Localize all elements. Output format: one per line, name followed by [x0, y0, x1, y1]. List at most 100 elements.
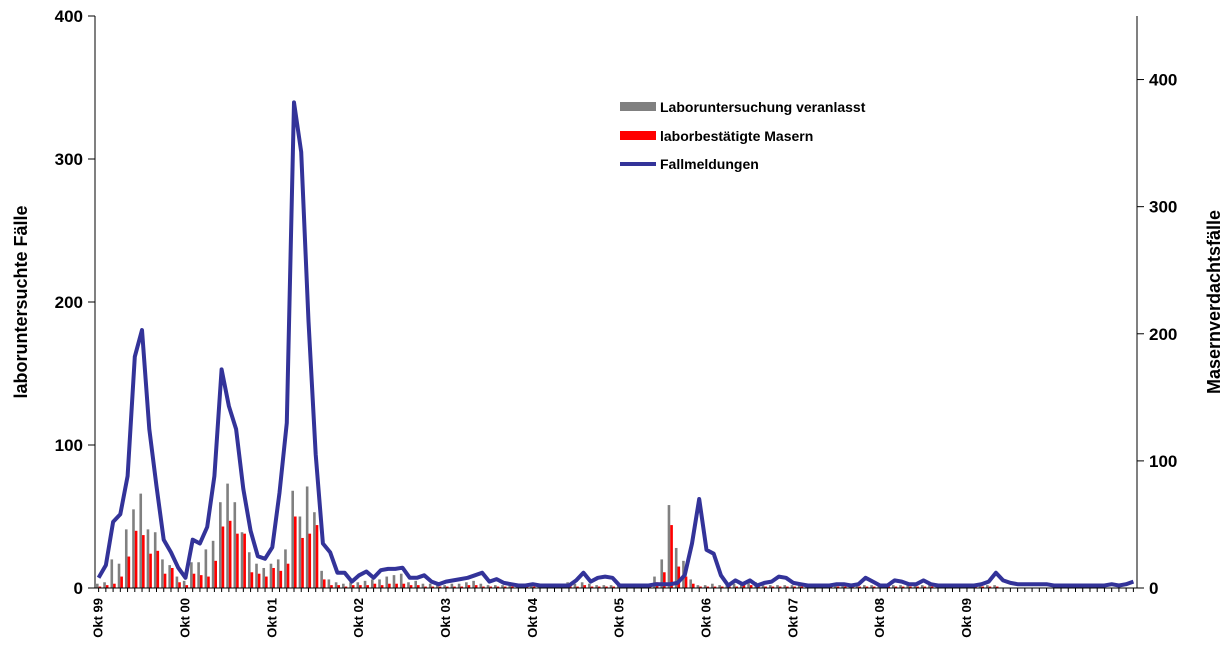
- bar-confirmed: [590, 586, 594, 588]
- bar-lab-tested: [761, 585, 765, 588]
- bar-lab-tested: [609, 585, 613, 588]
- bar-confirmed: [583, 585, 587, 588]
- x-tick-label: Okt 06: [699, 598, 714, 638]
- bar-confirmed: [322, 579, 326, 588]
- bar-confirmed: [388, 583, 391, 588]
- bar-lab-tested: [342, 583, 345, 588]
- bar-lab-tested: [182, 580, 186, 588]
- bar-confirmed: [149, 553, 152, 588]
- left-axis-ticks: 0 100 200 300 400: [55, 7, 95, 598]
- bar-lab-tested: [363, 580, 367, 588]
- bar-lab-tested: [161, 559, 164, 588]
- bar-confirmed: [214, 560, 218, 588]
- x-tick-label: Okt 08: [872, 598, 887, 638]
- bar-lab-tested: [269, 563, 273, 588]
- legend-swatch-lab-tested: [620, 102, 656, 111]
- bar-confirmed: [843, 586, 847, 588]
- legend-label-reports: Fallmeldungen: [660, 156, 759, 172]
- bar-confirmed: [308, 533, 312, 588]
- bar-confirmed: [438, 586, 442, 588]
- bar-lab-tested: [689, 579, 692, 588]
- bar-lab-tested: [313, 512, 316, 588]
- bar-confirmed: [720, 586, 724, 588]
- bar-lab-tested: [993, 585, 996, 588]
- bar-confirmed: [286, 563, 290, 588]
- y2-axis-label: Masernverdachtsfälle: [1204, 210, 1224, 394]
- y-tick-label: 400: [55, 7, 83, 26]
- bar-confirmed: [728, 586, 731, 588]
- bar-confirmed: [872, 586, 876, 588]
- bar-lab-tested: [906, 585, 910, 588]
- bar-lab-tested: [428, 583, 432, 588]
- bar-lab-tested: [602, 585, 606, 588]
- bar-confirmed: [330, 585, 333, 588]
- bar-lab-tested: [407, 582, 410, 588]
- bar-lab-tested: [479, 583, 483, 588]
- bar-confirmed: [923, 586, 927, 588]
- bar-confirmed: [930, 586, 934, 588]
- bar-confirmed: [988, 586, 992, 588]
- bar-confirmed: [351, 585, 355, 588]
- y-tick-label: 100: [55, 436, 83, 455]
- bar-confirmed: [670, 525, 673, 588]
- bar-confirmed: [366, 585, 369, 588]
- bar-confirmed: [279, 570, 283, 588]
- bar-lab-tested: [255, 563, 258, 588]
- x-tick-label: Okt 07: [785, 598, 800, 638]
- bar-confirmed: [887, 586, 890, 588]
- legend-label-confirmed: laborbestätigte Masern: [660, 128, 813, 144]
- y2-tick-label: 0: [1149, 579, 1158, 598]
- bar-lab-tested: [508, 585, 512, 588]
- bar-lab-tested: [863, 585, 866, 588]
- bar-lab-tested: [153, 532, 157, 588]
- bar-lab-tested: [370, 579, 374, 588]
- bar-lab-tested: [696, 585, 700, 588]
- x-tick-label: Okt 02: [351, 598, 366, 638]
- bar-lab-tested: [168, 565, 171, 588]
- bar-lab-tested: [674, 547, 678, 588]
- bar-lab-tested: [465, 582, 468, 588]
- bar-lab-tested: [443, 585, 446, 588]
- bar-confirmed: [272, 567, 275, 588]
- bar-confirmed: [742, 585, 746, 588]
- bar-confirmed: [576, 586, 579, 588]
- bar-lab-tested: [986, 585, 989, 588]
- bar-confirmed: [221, 526, 225, 588]
- bar-lab-tested: [834, 585, 837, 588]
- bar-lab-tested: [96, 583, 99, 588]
- bar-confirmed: [597, 586, 601, 588]
- bar-lab-tested: [920, 585, 924, 588]
- bar-lab-tested: [139, 493, 143, 588]
- bar-lab-tested: [899, 585, 902, 588]
- bar-lab-tested: [298, 516, 302, 588]
- bar-confirmed: [402, 583, 406, 588]
- bar-confirmed: [113, 583, 116, 588]
- x-tick-label: Okt 01: [264, 598, 279, 638]
- bar-lab-tested: [132, 509, 135, 588]
- bar-confirmed: [474, 585, 478, 588]
- bar-lab-tested: [349, 582, 352, 588]
- bar-confirmed: [337, 585, 341, 588]
- bar-confirmed: [301, 537, 304, 588]
- bar-confirmed: [431, 586, 435, 588]
- y2-tick-label: 400: [1149, 71, 1177, 90]
- bar-lab-tested: [211, 540, 215, 588]
- bar-confirmed: [713, 586, 717, 588]
- bar-lab-tested: [291, 490, 294, 588]
- bar-confirmed: [445, 586, 449, 588]
- legend: Laboruntersuchung veranlasst laborbestät…: [620, 99, 866, 172]
- bar-lab-tested: [356, 582, 360, 588]
- bar-lab-tested: [103, 582, 106, 588]
- bar-confirmed: [489, 586, 492, 588]
- bar-lab-tested: [978, 585, 982, 588]
- bar-confirmed: [120, 576, 123, 588]
- bar-lab-tested: [493, 585, 497, 588]
- bar-confirmed: [178, 582, 181, 588]
- y-axis-label: laboruntersuchte Fälle: [11, 205, 31, 398]
- legend-swatch-confirmed: [620, 131, 656, 140]
- bar-confirmed: [105, 585, 109, 588]
- bar-lab-tested: [711, 583, 714, 588]
- y2-tick-label: 300: [1149, 198, 1177, 217]
- bar-confirmed: [453, 586, 456, 588]
- bar-lab-tested: [472, 580, 475, 588]
